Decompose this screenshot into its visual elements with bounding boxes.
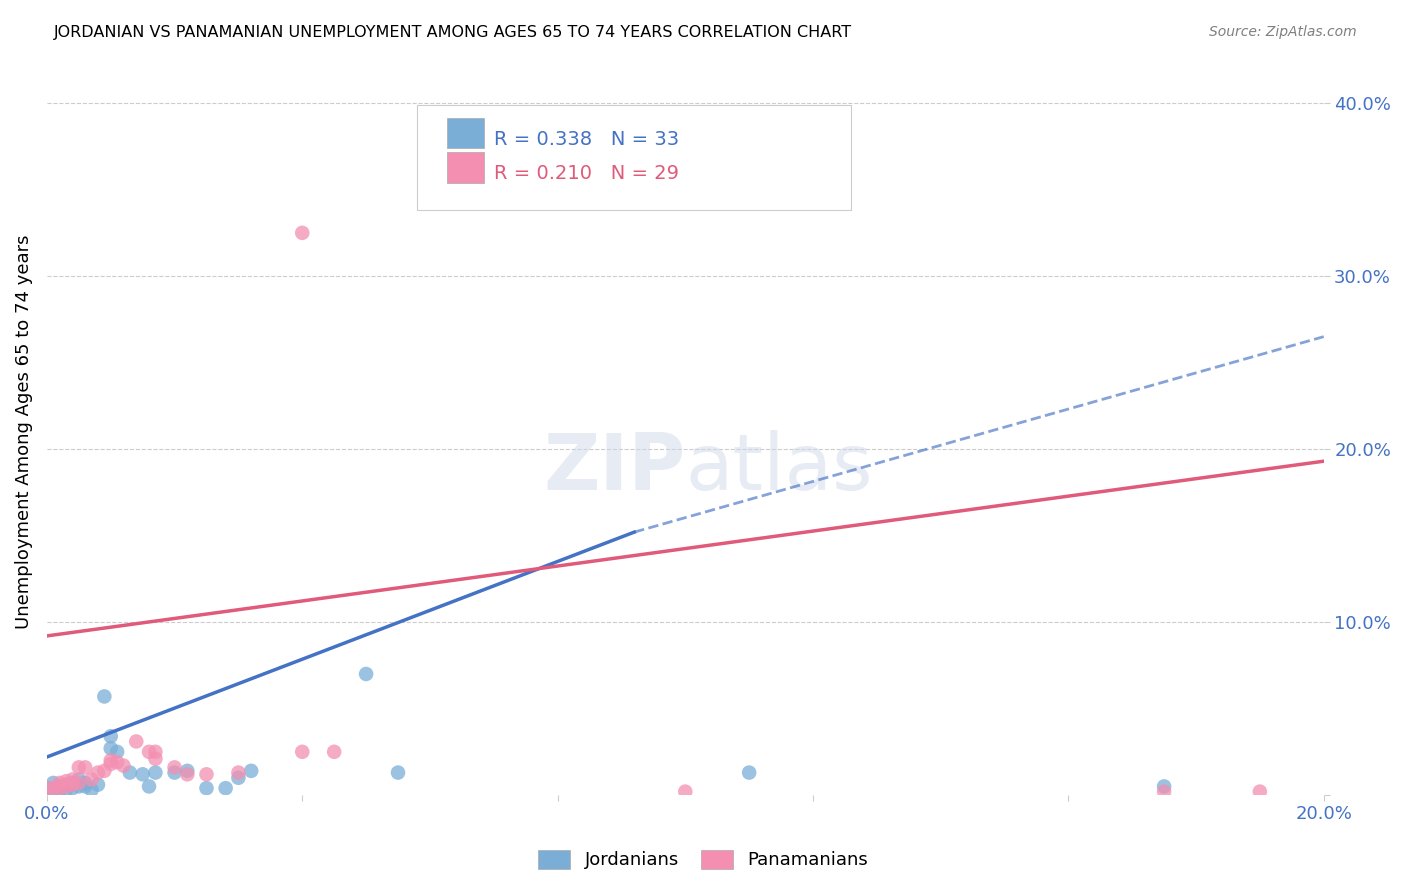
FancyBboxPatch shape xyxy=(418,105,851,211)
Point xyxy=(75,780,97,794)
Point xyxy=(176,767,198,781)
Point xyxy=(93,690,115,704)
Point xyxy=(62,778,84,792)
Point xyxy=(35,781,58,796)
Point xyxy=(228,765,250,780)
Point xyxy=(163,765,186,780)
Point xyxy=(62,781,84,796)
Point xyxy=(354,667,377,681)
Point xyxy=(67,760,90,774)
Text: R = 0.210   N = 29: R = 0.210 N = 29 xyxy=(494,164,679,184)
Point xyxy=(195,781,218,796)
Point xyxy=(112,758,135,772)
Point xyxy=(176,764,198,778)
Point xyxy=(42,776,65,790)
Point xyxy=(145,745,167,759)
Point xyxy=(87,765,110,780)
Legend: Jordanians, Panamanians: Jordanians, Panamanians xyxy=(529,841,877,879)
Text: JORDANIAN VS PANAMANIAN UNEMPLOYMENT AMONG AGES 65 TO 74 YEARS CORRELATION CHART: JORDANIAN VS PANAMANIAN UNEMPLOYMENT AMO… xyxy=(53,25,852,40)
Text: R = 0.338   N = 33: R = 0.338 N = 33 xyxy=(494,130,679,149)
Point xyxy=(55,774,77,789)
Point xyxy=(75,776,97,790)
Point xyxy=(80,783,103,797)
Point xyxy=(75,760,97,774)
Point xyxy=(323,745,346,759)
Point xyxy=(48,781,70,796)
Point xyxy=(673,784,696,798)
Point xyxy=(138,745,160,759)
Point xyxy=(55,778,77,792)
Point xyxy=(62,772,84,787)
Point xyxy=(42,783,65,797)
Point xyxy=(48,783,70,797)
Point xyxy=(93,764,115,778)
Point xyxy=(1153,780,1175,794)
Point xyxy=(100,741,122,756)
Point xyxy=(125,734,148,748)
Point xyxy=(387,765,409,780)
Point xyxy=(163,760,186,774)
FancyBboxPatch shape xyxy=(447,152,484,183)
Y-axis label: Unemployment Among Ages 65 to 74 years: Unemployment Among Ages 65 to 74 years xyxy=(15,235,32,629)
Point xyxy=(291,226,314,240)
Point xyxy=(240,764,263,778)
Point xyxy=(67,780,90,794)
Point xyxy=(35,781,58,796)
Point xyxy=(291,745,314,759)
Point xyxy=(105,745,128,759)
Point xyxy=(1249,784,1271,798)
Point xyxy=(48,780,70,794)
Point xyxy=(214,781,236,796)
Point xyxy=(87,778,110,792)
Point xyxy=(100,756,122,771)
Point xyxy=(62,776,84,790)
Point xyxy=(55,780,77,794)
Point xyxy=(67,776,90,790)
Point xyxy=(145,752,167,766)
Point xyxy=(738,765,761,780)
Point xyxy=(138,780,160,794)
Point xyxy=(195,767,218,781)
Point xyxy=(105,755,128,769)
Point xyxy=(131,767,153,781)
Text: atlas: atlas xyxy=(685,430,873,506)
Point xyxy=(228,771,250,785)
Point xyxy=(100,729,122,743)
Text: ZIP: ZIP xyxy=(543,430,685,506)
FancyBboxPatch shape xyxy=(447,118,484,148)
Point xyxy=(80,772,103,787)
Point xyxy=(67,772,90,787)
Point xyxy=(145,765,167,780)
Point xyxy=(118,765,141,780)
Point xyxy=(42,781,65,796)
Point xyxy=(1153,784,1175,798)
Point xyxy=(48,776,70,790)
Point xyxy=(100,754,122,768)
Text: Source: ZipAtlas.com: Source: ZipAtlas.com xyxy=(1209,25,1357,39)
Point xyxy=(55,783,77,797)
